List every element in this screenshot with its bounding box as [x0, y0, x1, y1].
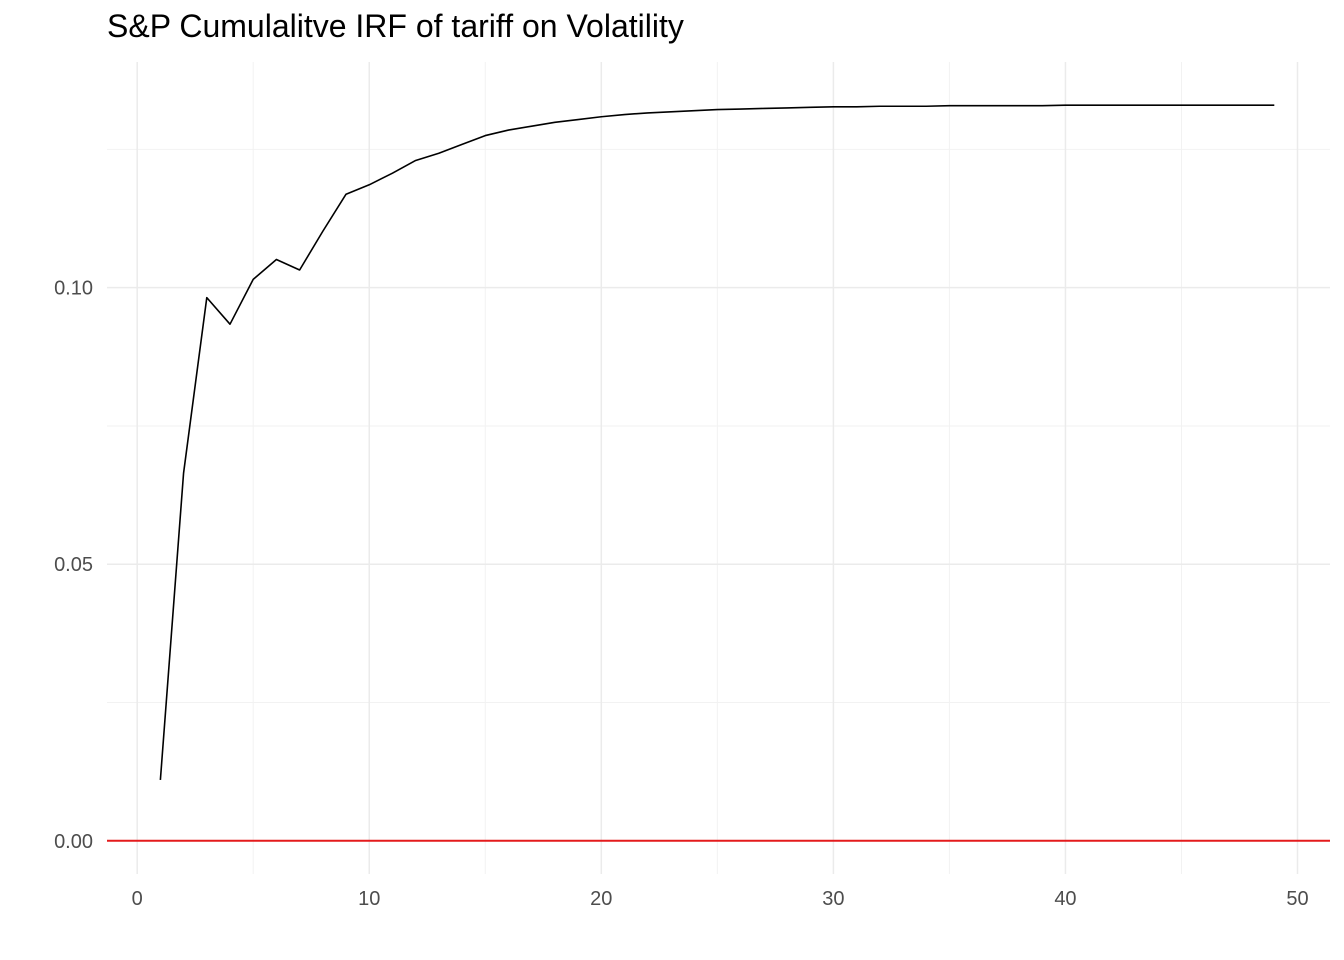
series-lines [159, 104, 1275, 781]
series-line [159, 104, 1275, 781]
y-tick-label: 0.05 [54, 554, 93, 576]
y-axis-tick-labels: 0.00 0.05 0.10 [54, 278, 93, 853]
minor-gridlines [107, 62, 1330, 874]
chart-title: S&P Cumulalitve IRF of tariff on Volatil… [107, 8, 684, 44]
y-tick-label: 0.10 [54, 278, 93, 300]
x-tick-label: 0 [132, 888, 143, 910]
x-tick-label: 10 [358, 888, 380, 910]
x-axis-tick-labels: 0 10 20 30 40 50 [132, 888, 1309, 910]
major-gridlines [107, 62, 1330, 874]
x-tick-label: 40 [1054, 888, 1076, 910]
x-tick-label: 50 [1286, 888, 1308, 910]
x-tick-label: 20 [590, 888, 612, 910]
y-tick-label: 0.00 [54, 831, 93, 853]
x-tick-label: 30 [822, 888, 844, 910]
